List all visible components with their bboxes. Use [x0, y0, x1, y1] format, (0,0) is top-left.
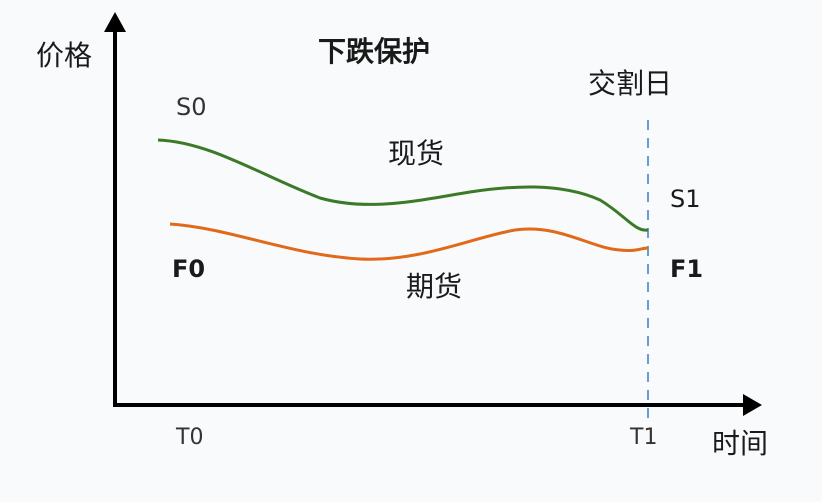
spot-series-label: 现货 [388, 137, 445, 170]
futures-series-label: 期货 [406, 270, 463, 303]
y-axis-arrow-icon [104, 12, 126, 32]
futures-start-label: F0 [172, 255, 206, 283]
futures-end-label: F1 [670, 255, 704, 283]
x-tick-t1: T1 [630, 425, 658, 450]
delivery-date-label: 交割日 [588, 67, 673, 100]
spot-price-curve [157, 138, 649, 232]
chart-title: 下跌保护 [318, 35, 431, 68]
spot-start-label: S0 [176, 93, 207, 121]
y-axis-label: 价格 [36, 39, 93, 72]
x-axis-arrow-icon [743, 394, 762, 416]
futures-price-curve [169, 222, 649, 261]
spot-end-label: S1 [670, 185, 701, 213]
x-axis-label: 时间 [712, 427, 769, 460]
x-tick-t0: T0 [176, 425, 204, 450]
